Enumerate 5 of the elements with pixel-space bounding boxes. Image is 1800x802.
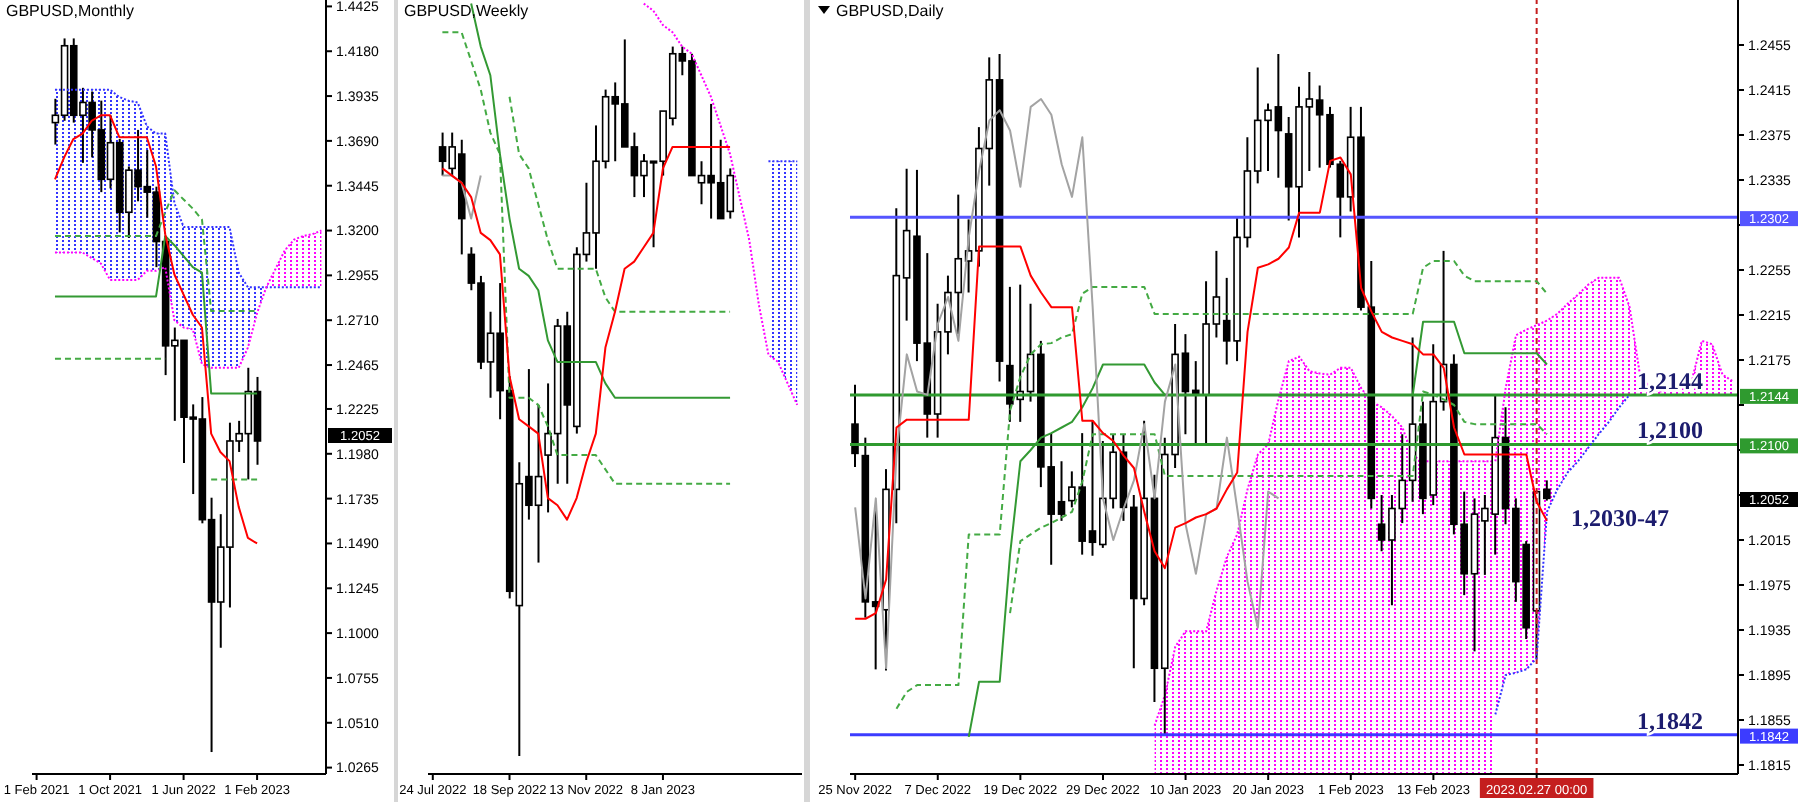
annotation: 1,2030-47 (1571, 504, 1669, 532)
chart-title: GBPUSD,Daily (836, 2, 944, 20)
annotation: 1,1842 (1637, 706, 1703, 735)
annotation: 1,2100 (1637, 416, 1703, 445)
chart-title: GBPUSD,Monthly (6, 2, 135, 20)
